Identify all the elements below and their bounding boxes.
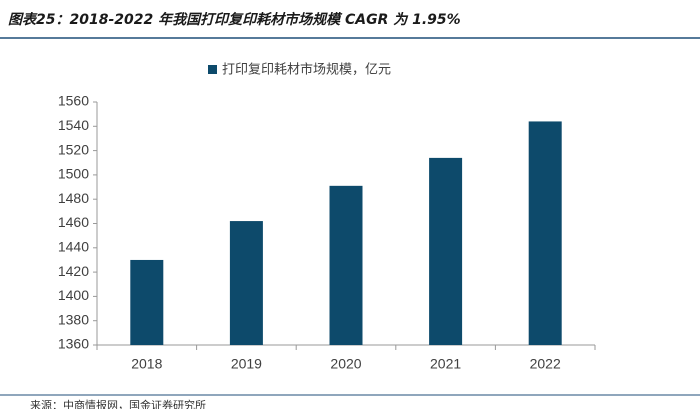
legend-swatch [208, 65, 217, 74]
x-tick-label: 2019 [231, 356, 262, 372]
bar [329, 185, 363, 345]
y-tick-label: 1420 [58, 263, 89, 279]
bar [429, 157, 463, 345]
chart-title: 图表25：2018-2022 年我国打印复印耗材市场规模 CAGR 为 1.95… [8, 11, 461, 28]
legend-label: 打印复印耗材市场规模，亿元 [222, 62, 391, 78]
source-note: 来源：中商情报网，国金证券研究所 [30, 398, 206, 409]
bar [229, 221, 263, 345]
y-tick-label: 1380 [58, 311, 89, 327]
y-tick-label: 1560 [58, 93, 89, 109]
bar [130, 259, 164, 345]
x-tick-label: 2018 [131, 356, 162, 372]
x-tick-label: 2022 [530, 356, 561, 372]
x-tick-label: 2021 [430, 356, 461, 372]
y-tick-label: 1360 [58, 336, 89, 352]
y-tick-label: 1400 [58, 287, 89, 303]
y-tick-label: 1540 [58, 117, 89, 133]
x-tick-label: 2020 [330, 356, 361, 372]
y-tick-label: 1500 [58, 166, 89, 182]
y-tick-label: 1480 [58, 190, 89, 206]
y-tick-label: 1520 [58, 141, 89, 157]
y-tick-label: 1440 [58, 239, 89, 255]
y-tick-label: 1460 [58, 214, 89, 230]
bar [528, 121, 562, 345]
